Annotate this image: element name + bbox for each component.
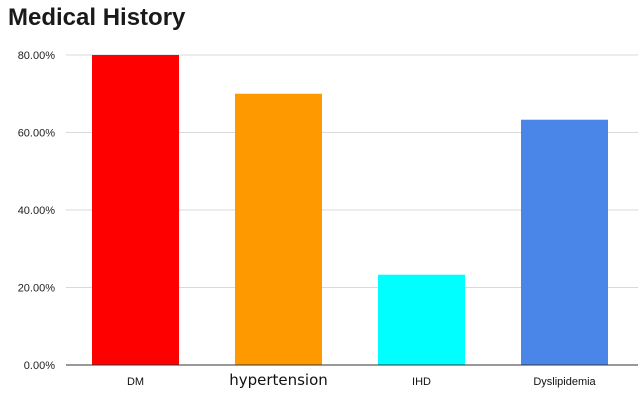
bar-ihd bbox=[378, 274, 465, 365]
y-tick-label: 60.00% bbox=[18, 128, 56, 140]
y-tick-label: 20.00% bbox=[18, 283, 56, 295]
x-category-label: DM bbox=[127, 376, 144, 388]
x-category-label: IHD bbox=[412, 376, 431, 388]
bar-hypertension bbox=[235, 93, 322, 365]
x-category-label: Dyslipidemia bbox=[533, 376, 596, 388]
y-axis-tick-labels: 0.00% 20.00% 40.00% 60.00% 80.00% bbox=[18, 50, 56, 372]
y-tick-label: 0.00% bbox=[24, 360, 55, 372]
x-category-label: hypertension bbox=[229, 371, 328, 389]
x-axis-category-labels: DM hypertension IHD Dyslipidemia bbox=[127, 371, 597, 389]
chart-title: Medical History bbox=[8, 4, 186, 31]
y-tick-label: 40.00% bbox=[18, 205, 56, 217]
bar-dyslipidemia bbox=[521, 119, 608, 366]
bars bbox=[92, 55, 608, 366]
y-tick-label: 80.00% bbox=[18, 50, 56, 62]
bar-dm bbox=[92, 55, 179, 365]
